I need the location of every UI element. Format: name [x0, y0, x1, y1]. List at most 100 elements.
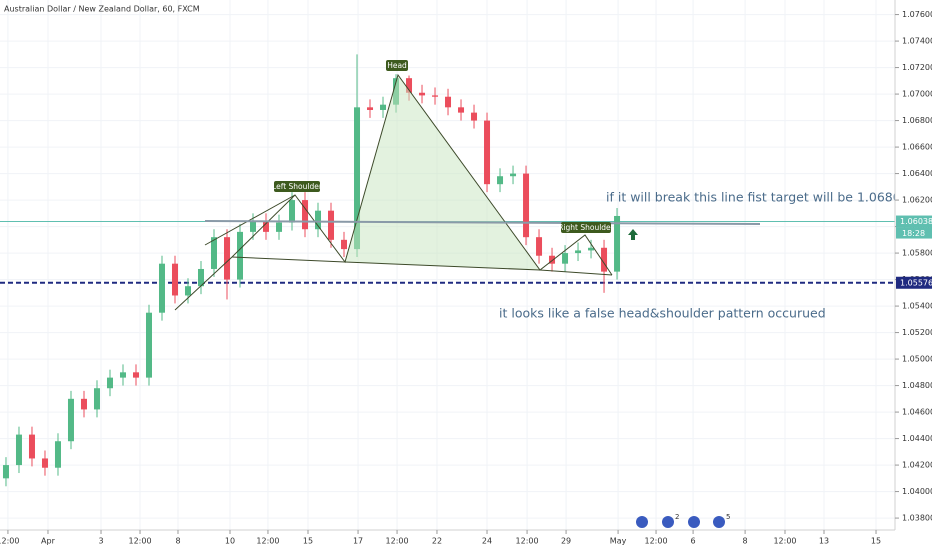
- pattern-label-box: [561, 222, 611, 233]
- x-tick-label: 12:00: [645, 537, 668, 546]
- candle-body: [210, 237, 217, 269]
- candle-body: [132, 372, 139, 378]
- candle-body: [575, 250, 582, 254]
- candle-body: [237, 231, 244, 280]
- candle-body: [562, 253, 569, 264]
- y-tick-label: 1.06400: [902, 169, 932, 178]
- candle-body: [536, 237, 543, 256]
- candle-body: [497, 176, 504, 185]
- y-tick-label: 1.07600: [902, 10, 932, 19]
- candle-body: [250, 221, 257, 232]
- candle-body: [445, 96, 452, 108]
- pattern-label-box: [386, 60, 408, 71]
- axes: 1.03800 1.04000 1.04200 1.04400 1.04600 1.048…: [0, 10, 932, 546]
- x-tick-label: 12:00: [128, 537, 151, 546]
- candle-body: [41, 458, 48, 468]
- pattern-drawing: Left Shoulder Head Right Shoulder: [174, 60, 761, 311]
- x-tick-label: 8: [175, 537, 180, 546]
- x-tick-label: 3: [98, 537, 103, 546]
- y-tick-label: 1.04000: [902, 487, 932, 496]
- candle-body: [315, 210, 322, 230]
- time-axis: [0, 530, 932, 550]
- y-tick-label: 1.06600: [902, 143, 932, 152]
- candle-body: [28, 434, 35, 459]
- candle-body: [380, 104, 387, 110]
- candle-body: [67, 398, 74, 442]
- x-tick-label: 8: [743, 537, 748, 546]
- y-tick-label: 1.07000: [902, 90, 932, 99]
- y-tick-label: 1.05000: [902, 355, 932, 364]
- y-tick-label: 1.04600: [902, 408, 932, 417]
- candle-body: [458, 107, 465, 113]
- candle-body: [406, 78, 413, 93]
- x-tick-label: 12:00: [256, 537, 279, 546]
- x-tick-label: 10: [225, 537, 235, 546]
- candle-body: [80, 398, 87, 410]
- y-tick-label: 1.05800: [902, 249, 932, 258]
- x-tick-label: 22: [432, 537, 442, 546]
- candle-body: [341, 239, 348, 250]
- x-tick-label: Apr: [41, 537, 56, 546]
- x-tick-label: 24: [482, 537, 492, 546]
- arrow-up: [628, 229, 638, 240]
- event-icon: [713, 516, 725, 528]
- price-box-label: 1.05576: [900, 278, 932, 287]
- y-tick-label: 1.04400: [902, 434, 932, 443]
- candle-body: [432, 95, 439, 97]
- annotation: it looks like a false head&shoulder patt…: [499, 306, 826, 321]
- pattern-label: Right Shoulder: [558, 223, 614, 232]
- chart-title: Australian Dollar / New Zealand Dollar, …: [4, 5, 200, 14]
- x-tick-label: May: [610, 537, 627, 546]
- x-tick-label: 13: [819, 537, 829, 546]
- candle-body: [354, 107, 361, 250]
- candle-body: [15, 434, 22, 466]
- candle-body: [614, 215, 621, 272]
- x-tick-label: 12:00: [516, 537, 539, 546]
- x-tick-label: 12:00: [773, 537, 796, 546]
- candle-body: [419, 92, 426, 96]
- candle-body: [171, 263, 178, 296]
- candle-body: [302, 200, 309, 230]
- y-tick-label: 1.06200: [902, 196, 932, 205]
- pattern-line: [204, 194, 296, 246]
- annotation: if it will break this line fist target w…: [606, 190, 901, 205]
- pattern-line: [174, 73, 613, 311]
- event-count: 5: [726, 513, 730, 521]
- y-tick-label: 1.05400: [902, 302, 932, 311]
- y-tick-label: 1.07400: [902, 37, 932, 46]
- x-tick-label: 15: [871, 537, 881, 546]
- events: 2 5: [636, 513, 730, 528]
- neckline: [231, 256, 613, 276]
- x-tick-label: 6: [691, 537, 696, 546]
- candle-body: [184, 286, 191, 296]
- price-axis: [895, 0, 932, 550]
- price-box: [896, 276, 932, 289]
- x-tick-label: 29: [561, 537, 571, 546]
- price-box: [896, 215, 932, 228]
- y-tick-label: 1.06800: [902, 116, 932, 125]
- candle-body: [197, 268, 204, 287]
- candle-body: [2, 465, 9, 479]
- candle-body: [145, 312, 152, 378]
- candle-body: [289, 200, 296, 223]
- candle-body: [106, 377, 113, 389]
- candle-body: [224, 237, 231, 280]
- x-tick-label: 17: [353, 537, 363, 546]
- candle-body: [510, 173, 517, 177]
- countdown-box: [896, 227, 932, 239]
- y-tick-label: 1.04800: [902, 381, 932, 390]
- candle-body: [549, 255, 556, 264]
- y-tick-label: 1.07200: [902, 63, 932, 72]
- event-icon: [636, 516, 648, 528]
- candle-body: [484, 120, 491, 185]
- x-tick-label: 12:00: [0, 537, 19, 546]
- candle-body: [54, 441, 61, 468]
- candle-body: [367, 107, 374, 110]
- pattern-label-box: [274, 181, 320, 192]
- candle-body: [119, 372, 126, 378]
- candle-body: [328, 210, 335, 240]
- candle-body: [523, 173, 530, 238]
- y-tick-label: 1.04200: [902, 461, 932, 470]
- candle-body: [601, 247, 608, 272]
